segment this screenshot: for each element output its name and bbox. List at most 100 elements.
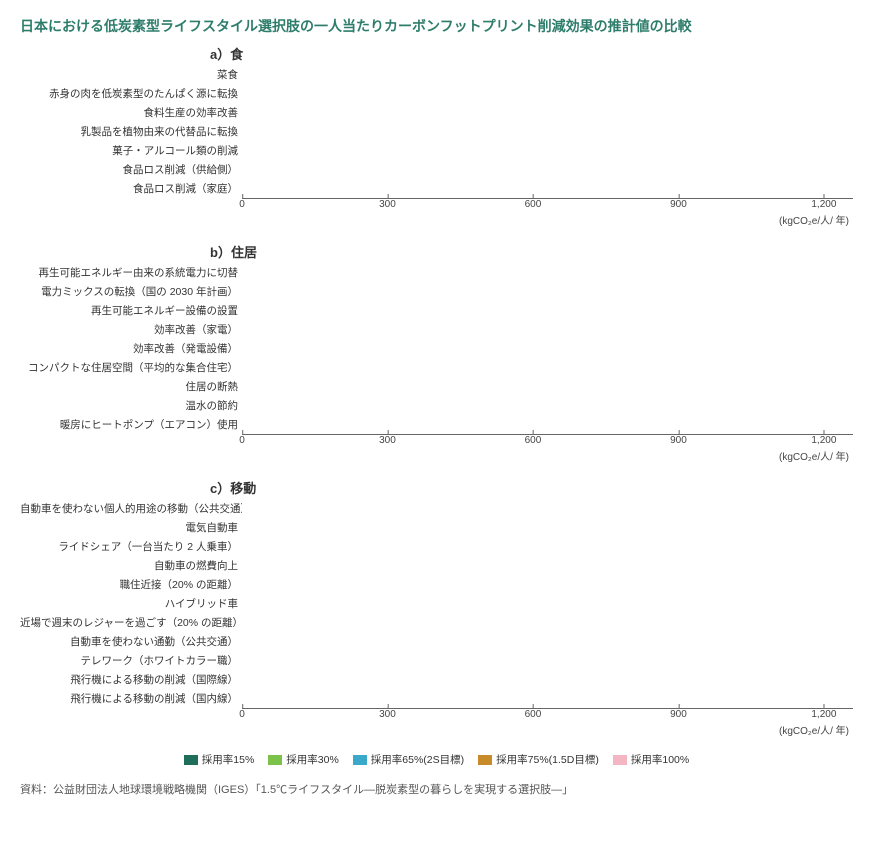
row-plot	[242, 103, 853, 122]
row-label: 再生可能エネルギー由来の系統電力に切替	[20, 265, 242, 280]
row-label: 飛行機による移動の削減（国際線）	[20, 672, 242, 687]
axis-label: (kgCO₂e/人/ 年)	[779, 212, 849, 227]
bar-row: 菓子・アルコール類の削減	[20, 141, 853, 160]
row-plot	[242, 377, 853, 396]
legend-swatch	[478, 755, 492, 765]
tick: 300	[379, 709, 396, 720]
panel-title: a）食	[20, 44, 853, 63]
row-plot	[242, 282, 853, 301]
row-plot	[242, 613, 853, 632]
bar-row: 乳製品を植物由来の代替品に転換	[20, 122, 853, 141]
tick: 0	[239, 199, 245, 210]
x-axis: 0 300 600 900 1,200 (kgCO₂e/人/ 年)	[242, 434, 853, 468]
legend-item: 採用率15%	[184, 752, 255, 767]
tick: 600	[525, 709, 542, 720]
legend-label: 採用率15%	[202, 752, 255, 767]
row-label: 自動車の燃費向上	[20, 558, 242, 573]
bar-row: ハイブリッド車	[20, 594, 853, 613]
bar-row: 自動車を使わない通勤（公共交通）	[20, 632, 853, 651]
bar-row: 温水の節約	[20, 396, 853, 415]
legend-swatch	[353, 755, 367, 765]
row-plot	[242, 65, 853, 84]
row-label: 自動車を使わない個人的用途の移動（公共交通）	[20, 501, 242, 516]
bar-row: 再生可能エネルギー設備の設置	[20, 301, 853, 320]
row-label: ライドシェア（一台当たり 2 人乗車）	[20, 539, 242, 554]
tick: 900	[670, 709, 687, 720]
row-label: 電気自動車	[20, 520, 242, 535]
tick: 300	[379, 435, 396, 446]
bar-row: 飛行機による移動の削減（国際線）	[20, 670, 853, 689]
bar-row: 食品ロス削減（家庭）	[20, 179, 853, 198]
bar-row: 暖房にヒートポンプ（エアコン）使用	[20, 415, 853, 434]
tick: 0	[239, 435, 245, 446]
tick: 900	[670, 199, 687, 210]
legend-label: 採用率100%	[631, 752, 689, 767]
row-plot	[242, 339, 853, 358]
bar-row: テレワーク（ホワイトカラー職）	[20, 651, 853, 670]
row-label: 効率改善（発電設備）	[20, 341, 242, 356]
row-plot	[242, 575, 853, 594]
row-plot	[242, 415, 853, 434]
legend-swatch	[268, 755, 282, 765]
row-label: 乳製品を植物由来の代替品に転換	[20, 124, 242, 139]
axis-label: (kgCO₂e/人/ 年)	[779, 448, 849, 463]
tick: 900	[670, 435, 687, 446]
tick: 1,200	[811, 435, 836, 446]
x-axis: 03006009001,200(kgCO₂e/人/ 年)	[242, 708, 853, 742]
tick: 1,200	[811, 709, 836, 720]
legend-swatch	[184, 755, 198, 765]
legend-item: 採用率100%	[613, 752, 689, 767]
tick: 300	[379, 199, 396, 210]
panel-b: b）住居再生可能エネルギー由来の系統電力に切替電力ミックスの転換（国の 2030…	[20, 242, 853, 468]
row-label: 菓子・アルコール類の削減	[20, 143, 242, 158]
bar-row: ライドシェア（一台当たり 2 人乗車）	[20, 537, 853, 556]
row-label: 住居の断熱	[20, 379, 242, 394]
axis-label: (kgCO₂e/人/ 年)	[779, 722, 849, 737]
row-plot	[242, 632, 853, 651]
row-label: 近場で週末のレジャーを過ごす（20% の距離）	[20, 615, 242, 630]
row-label: 自動車を使わない通勤（公共交通）	[20, 634, 242, 649]
bar-row: 電気自動車	[20, 518, 853, 537]
bar-row: 住居の断熱	[20, 377, 853, 396]
row-plot	[242, 499, 853, 518]
legend-swatch	[613, 755, 627, 765]
bar-row: 職住近接（20% の距離）	[20, 575, 853, 594]
panel-a: a）食菜食赤身の肉を低炭素型のたんぱく源に転換食料生産の効率改善乳製品を植物由来…	[20, 44, 853, 232]
bar-row: 赤身の肉を低炭素型のたんぱく源に転換	[20, 84, 853, 103]
row-plot	[242, 689, 853, 708]
row-plot	[242, 358, 853, 377]
x-axis: 03006009001,200(kgCO₂e/人/ 年)	[242, 198, 853, 232]
row-plot	[242, 320, 853, 339]
row-plot	[242, 396, 853, 415]
panel-title: c）移動	[20, 478, 853, 497]
tick: 600	[525, 199, 542, 210]
tick: 600	[525, 435, 542, 446]
row-label: 再生可能エネルギー設備の設置	[20, 303, 242, 318]
row-label: 温水の節約	[20, 398, 242, 413]
row-plot	[242, 84, 853, 103]
row-label: 食品ロス削減（家庭）	[20, 181, 242, 196]
bar-row: 菜食	[20, 65, 853, 84]
panel-title: b）住居	[20, 242, 853, 261]
legend: 採用率15%採用率30%採用率65%(2S目標)採用率75%(1.5D目標)採用…	[20, 752, 853, 767]
legend-label: 採用率75%(1.5D目標)	[496, 752, 599, 767]
row-plot	[242, 670, 853, 689]
legend-item: 採用率65%(2S目標)	[353, 752, 464, 767]
source-citation: 資料：公益財団法人地球環境戦略機関（IGES）「1.5℃ライフスタイル―脱炭素型…	[20, 781, 853, 797]
row-plot	[242, 301, 853, 320]
row-label: テレワーク（ホワイトカラー職）	[20, 653, 242, 668]
bar-row: コンパクトな住居空間（平均的な集合住宅）	[20, 358, 853, 377]
row-plot	[242, 594, 853, 613]
bar-row: 再生可能エネルギー由来の系統電力に切替	[20, 263, 853, 282]
chart-title: 日本における低炭素型ライフスタイル選択肢の一人当たりカーボンフットプリント削減効…	[20, 16, 853, 36]
bar-row: 効率改善（発電設備）	[20, 339, 853, 358]
row-label: 職住近接（20% の距離）	[20, 577, 242, 592]
row-plot	[242, 160, 853, 179]
row-label: 菜食	[20, 67, 242, 82]
row-label: 暖房にヒートポンプ（エアコン）使用	[20, 417, 242, 432]
bar-row: 近場で週末のレジャーを過ごす（20% の距離）	[20, 613, 853, 632]
row-label: 食品ロス削減（供給側）	[20, 162, 242, 177]
row-label: 効率改善（家電）	[20, 322, 242, 337]
row-plot	[242, 122, 853, 141]
chart-root: a）食菜食赤身の肉を低炭素型のたんぱく源に転換食料生産の効率改善乳製品を植物由来…	[20, 44, 853, 797]
